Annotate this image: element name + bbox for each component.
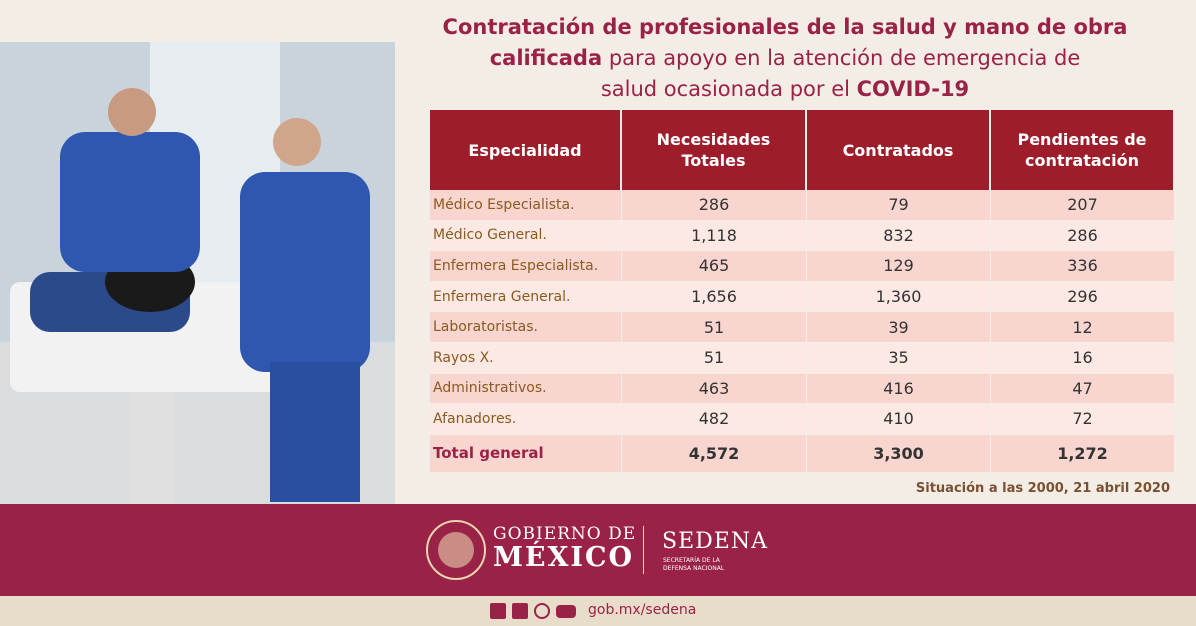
sedena: SEDENA <box>662 529 768 554</box>
category-cell: Médico Especialista. <box>430 190 622 221</box>
category-cell: Rayos X. <box>430 343 622 374</box>
number-cell: 286 <box>622 190 807 221</box>
number-cell: 4,572 <box>622 434 807 473</box>
header-cell: Necesidades Totales <box>622 110 807 190</box>
category-cell: Enfermera Especialista. <box>430 251 622 282</box>
category-cell: Total general <box>430 434 622 473</box>
number-cell: 72 <box>991 404 1175 435</box>
number-cell: 465 <box>622 251 807 282</box>
number-cell: 1,656 <box>622 281 807 313</box>
sedena-sub-1: SECRETARÍA DE LA <box>663 557 720 564</box>
number-cell: 1,118 <box>622 220 807 252</box>
number-cell: 1,360 <box>807 281 991 313</box>
title-segment: salud ocasionada por el <box>600 77 857 101</box>
footer-strip: gob.mx/sedena <box>0 596 1196 626</box>
title-segment: calificada <box>489 46 603 70</box>
category-cell: Laboratoristas. <box>430 312 622 343</box>
number-cell: 35 <box>807 343 991 374</box>
social-icons <box>490 603 576 619</box>
number-cell: 463 <box>622 373 807 405</box>
header-cell: Especialidad <box>430 110 622 190</box>
category-cell: Afanadores. <box>430 404 622 435</box>
category-cell: Administrativos. <box>430 373 622 405</box>
gobierno-1: GOBIERNO DE <box>493 524 637 544</box>
sedena-sub-2: DEFENSA NACIONAL <box>663 565 725 572</box>
number-cell: 296 <box>991 281 1175 313</box>
category-cell: Enfermera General. <box>430 281 622 313</box>
number-cell: 16 <box>991 343 1175 374</box>
category-cell: Médico General. <box>430 220 622 252</box>
number-cell: 482 <box>622 404 807 435</box>
number-cell: 832 <box>807 220 991 252</box>
number-cell: 12 <box>991 312 1175 343</box>
title-line: salud ocasionada por el COVID-19 <box>405 74 1165 105</box>
divider <box>643 526 644 574</box>
title-line: Contratación de profesionales de la salu… <box>405 12 1165 43</box>
number-cell: 51 <box>622 343 807 374</box>
title: Contratación de profesionales de la salu… <box>405 12 1165 105</box>
table: Especialidad Necesidades Totales Contratad… <box>430 110 1175 473</box>
title-segment: para apoyo en la atención de emergencia … <box>602 46 1081 70</box>
title-segment: Contratación de profesionales de la salu… <box>442 15 1128 39</box>
number-cell: 416 <box>807 373 991 405</box>
title-line: calificada para apoyo en la atención de … <box>405 43 1165 74</box>
emblem <box>426 520 486 580</box>
title-segment: COVID-19 <box>856 77 970 101</box>
number-cell: 336 <box>991 251 1175 282</box>
number-cell: 129 <box>807 251 991 282</box>
number-cell: 3,300 <box>807 434 991 473</box>
number-cell: 1,272 <box>991 434 1175 473</box>
footer-band: GOBIERNO DE MÉXICO SEDENA SECRETARÍA DE … <box>0 504 1196 596</box>
number-cell: 79 <box>807 190 991 221</box>
number-cell: 47 <box>991 373 1175 405</box>
note: Situación a las 2000, 21 abril 2020 <box>915 481 1170 496</box>
number-cell: 39 <box>807 312 991 343</box>
photo <box>0 42 395 504</box>
url[interactable]: gob.mx/sedena <box>588 602 697 618</box>
number-cell: 410 <box>807 404 991 435</box>
header-cell: Contratados <box>807 110 991 190</box>
number-cell: 286 <box>991 220 1175 252</box>
header-cell: Pendientes de contratación <box>991 110 1175 190</box>
gobierno-2: MÉXICO <box>493 542 635 573</box>
number-cell: 51 <box>622 312 807 343</box>
number-cell: 207 <box>991 190 1175 221</box>
